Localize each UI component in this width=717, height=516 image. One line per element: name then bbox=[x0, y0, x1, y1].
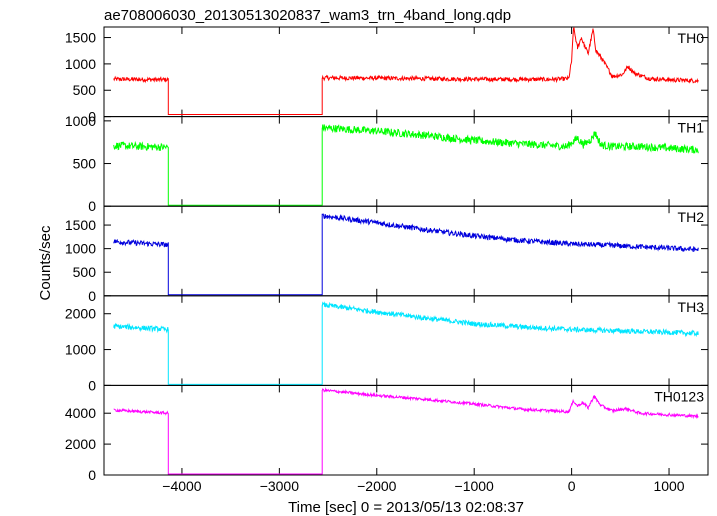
x-tick-label: −4000 bbox=[162, 478, 202, 494]
y-axis-label: Counts/sec bbox=[37, 225, 54, 301]
series-line-th1 bbox=[113, 124, 699, 206]
y-tick-label: 500 bbox=[73, 156, 97, 172]
y-tick-label: 0 bbox=[88, 109, 96, 125]
y-tick-label: 500 bbox=[73, 82, 97, 98]
series-line-th2 bbox=[113, 213, 699, 296]
panel-th1: 0 500 1000 TH1 bbox=[65, 113, 709, 214]
panel-th0123: 0 2000 4000 TH0123 bbox=[65, 384, 709, 483]
series-label-th1: TH1 bbox=[678, 120, 705, 136]
series-label-th3: TH3 bbox=[678, 299, 705, 315]
panel-th3: 0 1000 2000 TH3 bbox=[65, 295, 709, 393]
y-tick-label: 4000 bbox=[65, 405, 96, 421]
panel-frame bbox=[103, 205, 709, 297]
y-tick-label: 1000 bbox=[65, 56, 96, 72]
y-tick-label: 2000 bbox=[65, 436, 96, 452]
panel-frame bbox=[103, 384, 709, 476]
x-tick-label: −2000 bbox=[357, 478, 397, 494]
x-tick-label: 1000 bbox=[653, 478, 684, 494]
panels-group: 0 500 1000 1500 TH0 0 500 1000 TH1 0 500 1000 1500 TH… bbox=[65, 26, 709, 494]
panel-th0: 0 500 1000 1500 TH0 bbox=[65, 26, 709, 125]
panel-frame bbox=[103, 116, 709, 207]
y-tick-label: 0 bbox=[88, 377, 96, 393]
x-axis-label: Time [sec] 0 = 2013/05/13 02:08:37 bbox=[288, 499, 524, 516]
series-label-th2: TH2 bbox=[678, 209, 705, 225]
x-tick-label: −3000 bbox=[260, 478, 300, 494]
y-tick-label: 1000 bbox=[65, 342, 96, 358]
panel-frame bbox=[103, 26, 709, 118]
y-tick-label: 0 bbox=[88, 198, 96, 214]
series-line-th3 bbox=[113, 301, 699, 385]
y-tick-label: 1000 bbox=[65, 241, 96, 257]
y-tick-label: 500 bbox=[73, 264, 97, 280]
chart-title: ae708006030_20130513020837_wam3_trn_4ban… bbox=[104, 7, 511, 24]
y-tick-label: 1000 bbox=[65, 113, 96, 129]
y-tick-label: 2000 bbox=[65, 306, 96, 322]
series-line-th0 bbox=[113, 26, 699, 115]
series-label-th0123: TH0123 bbox=[654, 388, 704, 404]
y-tick-label: 1500 bbox=[65, 30, 96, 46]
series-line-th0123 bbox=[113, 387, 699, 475]
x-tick-label: −1000 bbox=[455, 478, 495, 494]
x-tick-label: 0 bbox=[568, 478, 576, 494]
panel-th2: 0 500 1000 1500 TH2 bbox=[65, 205, 709, 304]
series-label-th0: TH0 bbox=[678, 30, 705, 46]
y-tick-label: 0 bbox=[88, 467, 96, 483]
panel-frame bbox=[103, 295, 709, 386]
y-tick-label: 0 bbox=[88, 288, 96, 304]
y-tick-label: 1500 bbox=[65, 217, 96, 233]
